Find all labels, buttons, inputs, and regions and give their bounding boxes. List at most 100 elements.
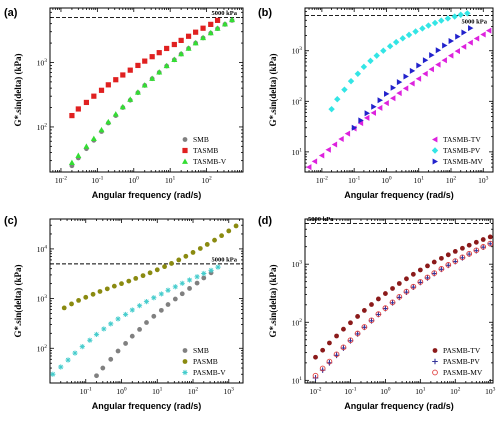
data-point (361, 324, 368, 330)
data-point (331, 141, 338, 148)
data-point (83, 99, 90, 106)
data-point (90, 135, 97, 141)
legend-marker (182, 137, 188, 142)
y-tick-label: 104 (37, 244, 48, 254)
y-tick-label: 103 (37, 294, 48, 304)
data-point (126, 278, 132, 284)
legend-entry-label: TASMB-TV (443, 135, 481, 144)
series-PASMB-PV (312, 241, 494, 381)
data-point (136, 303, 143, 309)
legend-entry-label: PASMB-TV (443, 346, 481, 355)
data-point (473, 239, 479, 245)
data-point (461, 29, 467, 36)
data-point (312, 372, 319, 379)
x-tick-label: 101 (152, 387, 163, 397)
x-axis-label: Angular frequency (rad/s) (92, 401, 202, 411)
plot-frame (304, 7, 494, 173)
data-point (438, 255, 444, 261)
data-point (186, 277, 193, 283)
data-point (83, 143, 90, 149)
data-point (165, 302, 171, 307)
legend-entry-label: TASMB (193, 146, 218, 155)
data-point (142, 58, 148, 64)
x-axis-label: Angular frequency (rad/s) (344, 401, 454, 411)
x-tick-label: 102 (450, 387, 461, 397)
data-point (438, 17, 445, 24)
y-tick-label: 101 (292, 147, 303, 157)
data-point (361, 308, 367, 313)
data-point (233, 223, 239, 229)
legend-marker (432, 348, 438, 353)
legend-entry-label: SMB (193, 135, 209, 144)
series-TASMB (69, 17, 221, 119)
data-point (327, 340, 332, 346)
data-point (435, 47, 442, 54)
data-point (215, 264, 221, 270)
data-point (179, 291, 185, 297)
data-point (112, 111, 119, 117)
x-tick-label: 102 (446, 176, 457, 186)
y-tick-label: 103 (292, 46, 303, 56)
x-tick-label: 10-1 (344, 387, 356, 397)
data-point (105, 118, 112, 125)
data-point (410, 271, 416, 277)
data-point (193, 29, 199, 35)
panel-label: (b) (258, 7, 272, 19)
x-tick-label: 102 (188, 387, 199, 397)
data-point (452, 249, 458, 254)
data-point (214, 25, 221, 31)
y-tick-label: 102 (292, 318, 303, 328)
data-point (451, 13, 458, 20)
x-tick-label: 10-1 (80, 387, 92, 397)
data-point (72, 350, 78, 356)
plot-frame (49, 7, 244, 173)
data-point (127, 96, 134, 102)
data-point (104, 286, 110, 292)
legend-marker (182, 158, 188, 164)
data-point (194, 274, 200, 280)
data-point (328, 105, 335, 113)
data-point (376, 104, 383, 111)
data-point (435, 61, 441, 68)
data-point (415, 75, 422, 82)
x-tick-label: 100 (116, 387, 127, 397)
data-point (141, 82, 148, 88)
data-point (200, 34, 207, 41)
data-point (69, 112, 75, 119)
data-point (172, 296, 178, 302)
panel-1: 10-2 10-1 100 101 102 102 103 Angular frequency… (4, 7, 244, 200)
data-point (163, 62, 170, 69)
data-point (341, 86, 348, 93)
data-point (129, 333, 135, 339)
data-point (122, 311, 129, 318)
data-point (396, 293, 403, 300)
data-point (115, 348, 121, 354)
data-point (226, 228, 232, 234)
data-point (466, 242, 472, 248)
data-point (197, 246, 203, 251)
panel-label: (a) (4, 7, 18, 19)
data-point (354, 70, 362, 77)
x-tick-label: 10-2 (309, 387, 321, 397)
data-point (351, 124, 358, 131)
data-point (464, 10, 471, 17)
data-point (448, 37, 455, 44)
data-point (326, 358, 333, 365)
data-point (422, 57, 429, 64)
data-point (100, 365, 106, 371)
data-point (111, 283, 117, 289)
x-tick-label: 103 (478, 176, 489, 186)
data-point (389, 299, 396, 306)
data-point (119, 281, 124, 287)
data-point (50, 371, 56, 377)
x-tick-label: 100 (381, 176, 392, 186)
data-point (219, 233, 224, 239)
data-point (431, 259, 437, 265)
data-point (383, 291, 388, 296)
x-tick-label: 101 (414, 176, 425, 186)
data-point (344, 130, 351, 137)
data-point (445, 252, 451, 258)
data-point (105, 82, 111, 88)
y-axis-label: G*.sin(delta) (kPa) (13, 53, 23, 126)
y-tick-label: 103 (37, 58, 48, 68)
